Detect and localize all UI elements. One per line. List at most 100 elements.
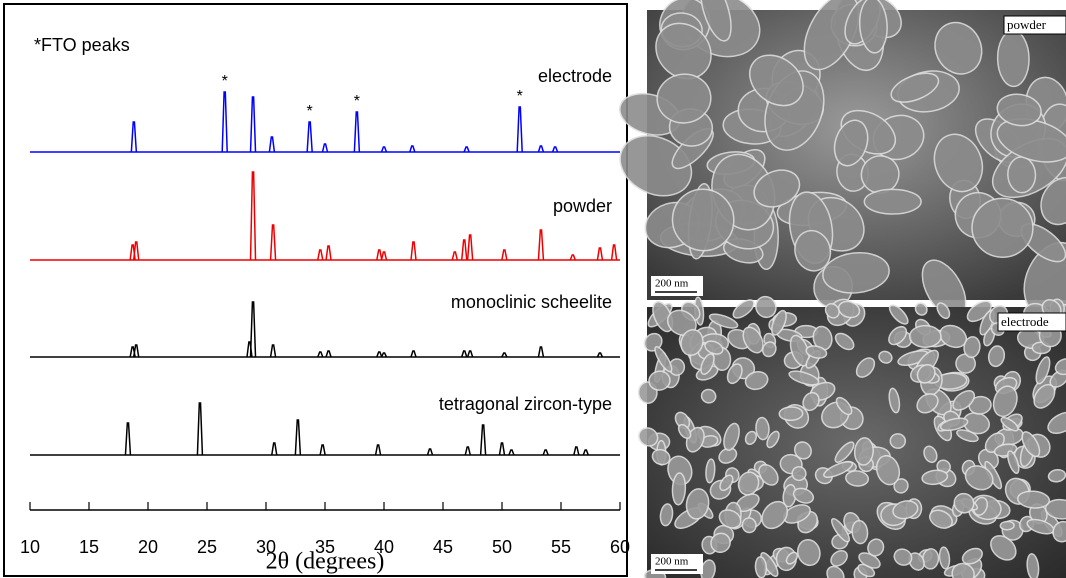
grain xyxy=(889,433,907,449)
grain xyxy=(961,547,983,565)
peak xyxy=(542,449,549,456)
x-tick-label: 10 xyxy=(20,537,40,557)
grain xyxy=(794,441,812,460)
grain xyxy=(1000,416,1019,432)
grain xyxy=(1016,490,1051,509)
grain xyxy=(888,387,901,414)
grain xyxy=(671,188,735,252)
grain xyxy=(794,229,832,272)
x-tick-label: 55 xyxy=(551,537,571,557)
grain xyxy=(705,458,716,484)
grain xyxy=(755,295,777,319)
peak xyxy=(376,249,383,261)
grain xyxy=(749,54,804,107)
peak xyxy=(551,146,559,153)
peak xyxy=(196,402,204,456)
grain xyxy=(718,509,742,529)
grain xyxy=(723,422,740,451)
grain xyxy=(835,396,853,416)
peak xyxy=(249,171,257,261)
grain xyxy=(732,299,755,319)
grain xyxy=(771,309,787,336)
x-tick-label: 40 xyxy=(374,537,394,557)
plot: 10 15 20 25 30 35 40 45 50 55 60 electrode powder mon… xyxy=(20,66,630,557)
grain xyxy=(766,430,780,449)
grain xyxy=(908,324,942,349)
grain xyxy=(700,353,715,375)
grain xyxy=(654,346,673,373)
x-tick-label: 50 xyxy=(492,537,512,557)
image-label-box xyxy=(1003,15,1066,35)
grain xyxy=(788,370,820,386)
grain xyxy=(888,325,908,346)
grain xyxy=(826,565,845,578)
grain xyxy=(797,538,821,567)
grain xyxy=(834,441,855,463)
annotation: * xyxy=(222,73,228,90)
grain xyxy=(939,417,969,432)
note: *FTO peaks xyxy=(34,35,130,55)
peak xyxy=(460,239,468,261)
x-tick-label: 15 xyxy=(79,537,99,557)
grain xyxy=(726,363,743,385)
grain xyxy=(1033,383,1056,409)
scale-label: 200 nm xyxy=(655,278,689,290)
grain xyxy=(964,465,994,491)
annotation: * xyxy=(354,93,360,110)
peak xyxy=(269,344,277,358)
grain xyxy=(805,345,828,359)
peak xyxy=(380,352,388,358)
series-label: electrode xyxy=(538,66,612,86)
peak xyxy=(130,121,138,153)
peak xyxy=(380,251,388,261)
grain xyxy=(923,445,938,464)
peak xyxy=(466,350,474,358)
peak xyxy=(353,111,361,153)
grain xyxy=(914,302,928,316)
peak xyxy=(249,96,257,153)
peak xyxy=(466,234,474,261)
grain xyxy=(929,509,953,529)
peak xyxy=(374,444,382,456)
grain xyxy=(953,492,975,514)
peak xyxy=(221,91,228,153)
grain xyxy=(1035,356,1051,385)
peak xyxy=(508,449,515,456)
peak xyxy=(410,350,417,358)
grain xyxy=(685,488,710,520)
grain xyxy=(1044,498,1066,520)
grain xyxy=(785,551,799,565)
grain xyxy=(921,469,949,486)
peak xyxy=(317,351,324,358)
series-label: monoclinic scheelite xyxy=(451,292,612,312)
peak xyxy=(317,249,324,261)
grain xyxy=(1054,358,1066,376)
x-tick-label: 25 xyxy=(197,537,217,557)
peak xyxy=(537,346,545,358)
peak xyxy=(376,351,383,358)
peak xyxy=(451,251,459,261)
grain xyxy=(1007,450,1020,474)
x-tick-label: 45 xyxy=(433,537,453,557)
x-tick-label: 60 xyxy=(610,537,630,557)
grain xyxy=(1047,468,1066,483)
grain xyxy=(671,472,687,506)
peak xyxy=(380,146,388,153)
peak xyxy=(498,442,506,456)
grain xyxy=(755,416,770,441)
peak xyxy=(325,350,332,358)
image-label: powder xyxy=(1007,17,1047,32)
grain xyxy=(890,72,940,103)
grain xyxy=(680,329,704,357)
peak xyxy=(409,145,416,153)
grain xyxy=(704,340,724,355)
grain xyxy=(831,517,851,543)
grain xyxy=(893,548,913,566)
grain xyxy=(708,313,739,329)
grain xyxy=(737,471,760,496)
peak xyxy=(610,244,618,261)
grain xyxy=(858,0,888,54)
grain xyxy=(908,552,925,571)
grain xyxy=(992,385,1018,418)
grain xyxy=(916,393,939,414)
